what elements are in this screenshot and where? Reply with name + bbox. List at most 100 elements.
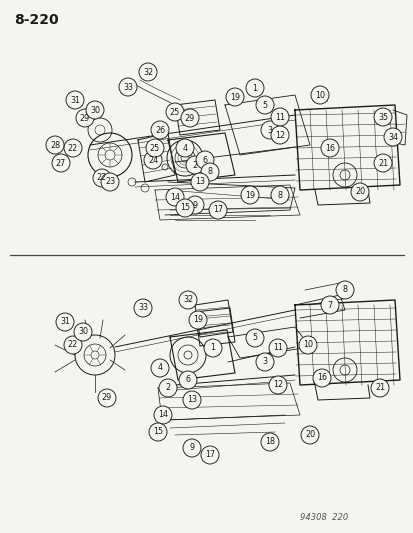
Circle shape <box>185 156 204 174</box>
Circle shape <box>76 109 94 127</box>
Circle shape <box>64 139 82 157</box>
Text: 27: 27 <box>56 158 66 167</box>
Circle shape <box>201 446 218 464</box>
Text: 7: 7 <box>327 301 332 310</box>
Circle shape <box>180 109 199 127</box>
Circle shape <box>183 391 201 409</box>
Text: 28: 28 <box>50 141 60 149</box>
Text: 11: 11 <box>272 343 282 352</box>
Circle shape <box>335 281 353 299</box>
Text: 14: 14 <box>158 410 168 419</box>
Circle shape <box>56 313 74 331</box>
Circle shape <box>370 379 388 397</box>
Text: 25: 25 <box>169 108 180 117</box>
Circle shape <box>166 188 183 206</box>
Circle shape <box>178 371 197 389</box>
Circle shape <box>151 121 169 139</box>
Text: 21: 21 <box>377 158 387 167</box>
Circle shape <box>268 376 286 394</box>
Circle shape <box>134 299 152 317</box>
Circle shape <box>86 101 104 119</box>
Text: 30: 30 <box>78 327 88 336</box>
Text: 10: 10 <box>302 341 312 350</box>
Text: 8: 8 <box>207 167 212 176</box>
Circle shape <box>240 186 259 204</box>
Circle shape <box>166 103 183 121</box>
Text: 15: 15 <box>180 204 190 213</box>
Text: 33: 33 <box>138 303 147 312</box>
Text: 12: 12 <box>274 131 285 140</box>
Text: 11: 11 <box>274 112 284 122</box>
Text: 2: 2 <box>165 384 170 392</box>
Circle shape <box>260 121 278 139</box>
Text: 31: 31 <box>60 318 70 327</box>
Text: 8: 8 <box>342 286 347 295</box>
Text: 19: 19 <box>192 316 202 325</box>
Circle shape <box>189 311 206 329</box>
Text: 9: 9 <box>192 200 197 209</box>
Text: 15: 15 <box>152 427 163 437</box>
Circle shape <box>271 186 288 204</box>
Circle shape <box>271 108 288 126</box>
Circle shape <box>139 63 157 81</box>
Text: 12: 12 <box>272 381 282 390</box>
Circle shape <box>225 88 243 106</box>
Circle shape <box>183 439 201 457</box>
Circle shape <box>46 136 64 154</box>
Text: 8: 8 <box>277 190 282 199</box>
Text: 10: 10 <box>314 91 324 100</box>
Text: 3: 3 <box>267 125 272 134</box>
Circle shape <box>373 108 391 126</box>
Text: 29: 29 <box>80 114 90 123</box>
Circle shape <box>144 151 161 169</box>
Circle shape <box>176 139 194 157</box>
Circle shape <box>373 154 391 172</box>
Circle shape <box>176 199 194 217</box>
Circle shape <box>310 86 328 104</box>
Text: 13: 13 <box>195 177 204 187</box>
Text: 17: 17 <box>212 206 223 214</box>
Circle shape <box>52 154 70 172</box>
Circle shape <box>98 389 116 407</box>
Text: 32: 32 <box>142 68 153 77</box>
Text: 5: 5 <box>262 101 267 109</box>
Circle shape <box>101 173 119 191</box>
Text: 22: 22 <box>68 143 78 152</box>
Text: 20: 20 <box>354 188 364 197</box>
Circle shape <box>195 151 214 169</box>
Text: 19: 19 <box>229 93 240 101</box>
Circle shape <box>268 339 286 357</box>
Circle shape <box>204 339 221 357</box>
Circle shape <box>255 353 273 371</box>
Text: 1: 1 <box>252 84 257 93</box>
Circle shape <box>159 379 177 397</box>
Text: 23: 23 <box>104 177 115 187</box>
Text: 22: 22 <box>68 341 78 350</box>
Circle shape <box>151 359 169 377</box>
Circle shape <box>64 336 82 354</box>
Text: 25: 25 <box>150 143 160 152</box>
Text: 3: 3 <box>262 358 267 367</box>
Text: 16: 16 <box>316 374 326 383</box>
Circle shape <box>190 173 209 191</box>
Text: 31: 31 <box>70 95 80 104</box>
Circle shape <box>209 201 226 219</box>
Text: 6: 6 <box>185 376 190 384</box>
Circle shape <box>383 128 401 146</box>
Text: 16: 16 <box>324 143 334 152</box>
Text: 24: 24 <box>147 156 158 165</box>
Circle shape <box>350 183 368 201</box>
Circle shape <box>312 369 330 387</box>
Text: 6: 6 <box>202 156 207 165</box>
Circle shape <box>74 323 92 341</box>
Circle shape <box>245 79 263 97</box>
Circle shape <box>178 291 197 309</box>
Circle shape <box>260 433 278 451</box>
Text: 26: 26 <box>154 125 165 134</box>
Text: 94308  220: 94308 220 <box>299 513 347 522</box>
Text: 2: 2 <box>192 160 197 169</box>
Text: 17: 17 <box>204 450 214 459</box>
Text: 1: 1 <box>210 343 215 352</box>
Circle shape <box>300 426 318 444</box>
Text: 18: 18 <box>264 438 274 447</box>
